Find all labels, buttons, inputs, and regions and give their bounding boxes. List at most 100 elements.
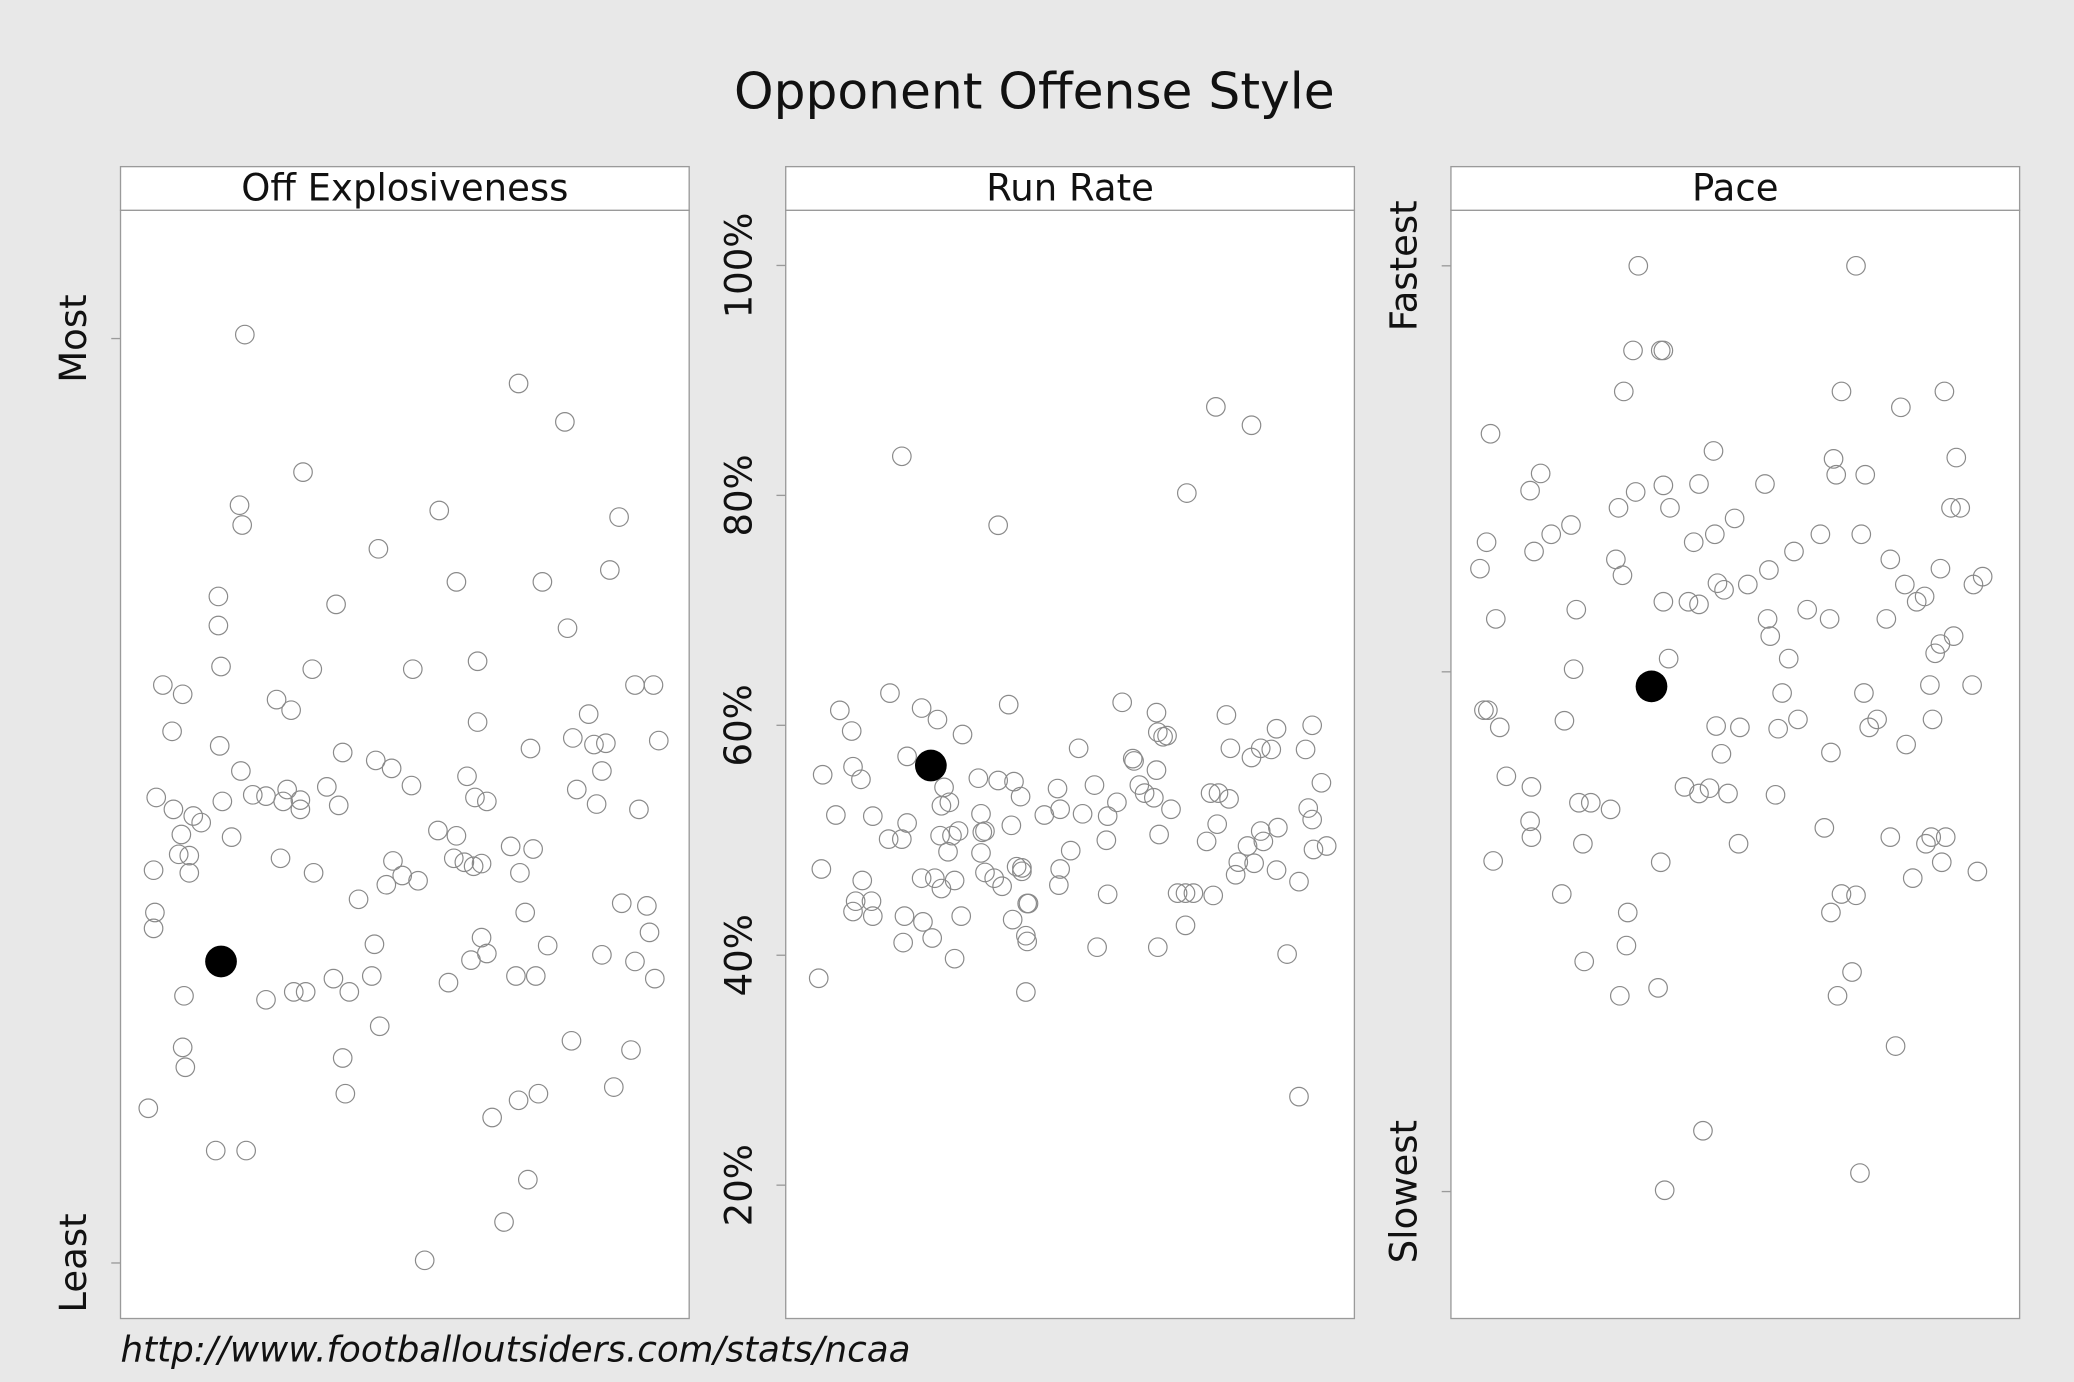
point — [1012, 861, 1032, 882]
point — [1653, 340, 1674, 361]
point — [332, 1048, 353, 1068]
point — [1797, 599, 1818, 620]
point — [211, 656, 231, 677]
point — [851, 769, 871, 790]
point — [392, 865, 413, 886]
point — [894, 906, 915, 927]
point — [1097, 884, 1118, 905]
point — [1724, 508, 1745, 529]
point — [557, 618, 578, 639]
point — [1784, 541, 1804, 562]
point — [988, 770, 1009, 791]
point — [1950, 497, 1971, 518]
point — [1208, 783, 1229, 803]
point — [1623, 340, 1643, 361]
point — [1925, 643, 1946, 664]
point — [465, 787, 485, 808]
point — [1674, 777, 1695, 797]
point — [1087, 937, 1107, 958]
point — [236, 1140, 257, 1161]
point — [1167, 883, 1188, 904]
point — [1146, 702, 1167, 723]
panel: Pace Slowest Fastest — [1382, 165, 2021, 1320]
point — [152, 675, 173, 695]
point — [1689, 474, 1709, 494]
point — [826, 805, 846, 825]
point — [1765, 784, 1786, 805]
point — [1017, 931, 1038, 952]
point — [1846, 885, 1866, 906]
point — [942, 825, 962, 846]
point — [183, 806, 204, 826]
point — [1266, 860, 1287, 881]
point — [1850, 1163, 1870, 1183]
point — [1573, 833, 1593, 854]
point — [843, 756, 863, 777]
point — [566, 779, 587, 800]
point — [812, 764, 833, 785]
point — [1916, 833, 1936, 854]
panel-header — [1450, 165, 2021, 211]
point — [364, 934, 385, 955]
plot-area — [785, 209, 1356, 1320]
point — [281, 700, 301, 721]
point — [1097, 806, 1118, 826]
chart-title: Opponent Offense Style — [734, 62, 1335, 121]
point — [1654, 1180, 1675, 1201]
point — [1778, 648, 1799, 669]
point — [1485, 609, 1506, 629]
point — [476, 791, 497, 812]
point — [862, 806, 883, 826]
point — [1876, 609, 1897, 629]
point — [1946, 447, 1967, 468]
point — [1653, 591, 1674, 612]
point — [1521, 827, 1542, 847]
point — [578, 704, 599, 724]
source-url: http://www.footballoutsiders.com/stats/n… — [121, 1330, 911, 1371]
point — [212, 791, 233, 812]
point — [1554, 710, 1575, 731]
point — [938, 841, 958, 862]
point — [1819, 609, 1840, 629]
point — [231, 761, 251, 781]
point — [1706, 716, 1726, 736]
point — [1851, 524, 1872, 545]
point — [1616, 935, 1637, 956]
point — [1846, 255, 1866, 276]
point — [1894, 574, 1915, 595]
point — [944, 870, 965, 891]
point — [1134, 783, 1155, 803]
point — [277, 779, 298, 800]
point — [1922, 709, 1943, 730]
point — [520, 738, 541, 759]
point — [1755, 474, 1775, 494]
point — [1600, 799, 1621, 820]
point — [471, 927, 492, 948]
point — [209, 736, 230, 756]
point — [328, 795, 349, 816]
point — [1302, 809, 1323, 830]
point — [408, 870, 428, 891]
point — [1147, 722, 1168, 743]
point — [1967, 861, 1988, 882]
point — [1228, 852, 1249, 872]
point — [1902, 868, 1923, 888]
y-tick-label: 20% — [717, 1144, 760, 1226]
point — [1068, 738, 1089, 759]
point — [1854, 683, 1874, 703]
point — [841, 721, 862, 741]
point — [1934, 381, 1955, 402]
point — [1831, 381, 1852, 402]
point — [1561, 515, 1581, 535]
point — [971, 843, 991, 863]
point — [1161, 799, 1181, 820]
point — [852, 870, 873, 891]
point — [1563, 659, 1584, 680]
y-tick-label: Most — [52, 294, 95, 382]
point — [1048, 875, 1069, 895]
point — [365, 750, 386, 771]
panel-header — [785, 165, 1356, 211]
point — [1896, 734, 1916, 755]
point — [172, 684, 193, 705]
